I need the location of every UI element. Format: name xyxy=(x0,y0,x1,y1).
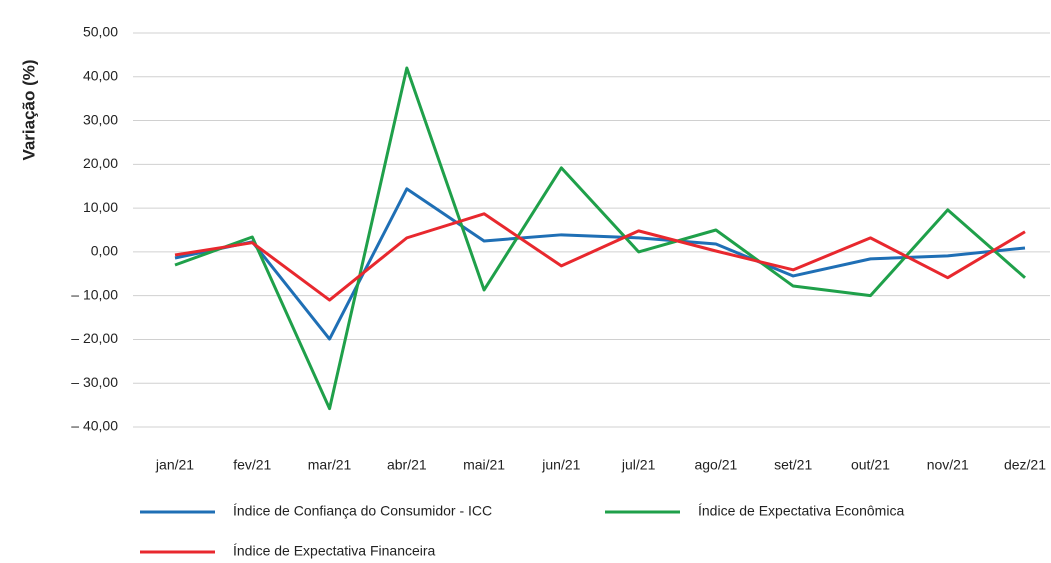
x-tick-label: abr/21 xyxy=(387,457,427,473)
y-tick-label: 50,00 xyxy=(83,24,118,40)
x-tick-label: out/21 xyxy=(851,457,890,473)
y-axis-label: Variação (%) xyxy=(19,59,38,160)
y-tick-label: – 20,00 xyxy=(71,330,118,346)
x-tick-label: mar/21 xyxy=(308,457,352,473)
x-tick-label: jul/21 xyxy=(621,457,656,473)
y-tick-label: 10,00 xyxy=(83,199,118,215)
series-line xyxy=(174,212,1026,302)
x-tick-label: nov/21 xyxy=(927,457,969,473)
y-tick-label: – 10,00 xyxy=(71,286,118,302)
x-tick-label: ago/21 xyxy=(694,457,737,473)
y-tick-label: – 30,00 xyxy=(71,374,118,390)
y-tick-label: – 40,00 xyxy=(71,418,118,434)
series-line xyxy=(174,187,1026,341)
series-line xyxy=(174,66,1026,411)
legend-label: Índice de Confiança do Consumidor - ICC xyxy=(233,503,492,519)
x-tick-label: set/21 xyxy=(774,457,812,473)
y-tick-label: 20,00 xyxy=(83,155,118,171)
y-tick-label: 0,00 xyxy=(91,243,118,259)
x-tick-label: fev/21 xyxy=(233,457,271,473)
legend-label: Índice de Expectativa Financeira xyxy=(233,543,436,559)
x-tick-label: jan/21 xyxy=(155,457,194,473)
legend-label: Índice de Expectativa Econômica xyxy=(698,503,904,519)
x-tick-label: dez/21 xyxy=(1004,457,1046,473)
y-tick-label: 30,00 xyxy=(83,111,118,127)
x-tick-label: jun/21 xyxy=(541,457,580,473)
y-tick-label: 40,00 xyxy=(83,67,118,83)
x-tick-label: mai/21 xyxy=(463,457,505,473)
